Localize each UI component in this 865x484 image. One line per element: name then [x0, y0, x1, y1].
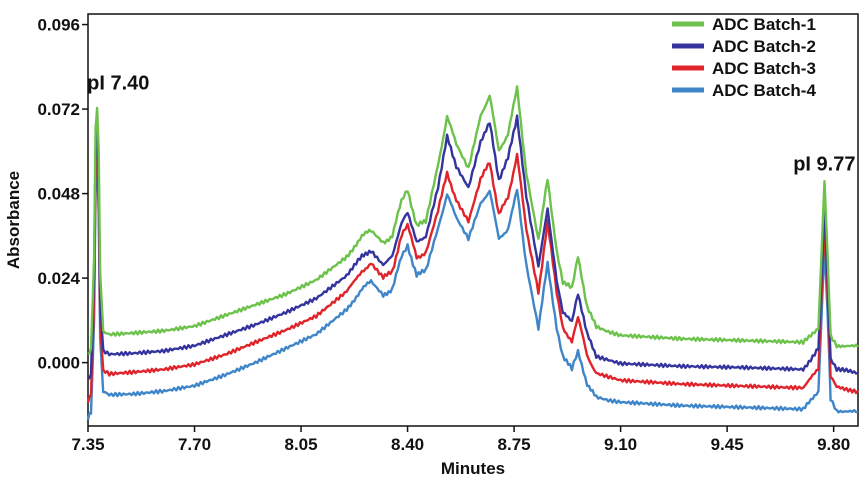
- legend-label: ADC Batch-4: [712, 81, 816, 100]
- series-line-adc-batch-2: [87, 114, 859, 380]
- peak-annotation: pI 9.77: [793, 154, 855, 176]
- legend-label: ADC Batch-3: [712, 59, 816, 78]
- x-tick-label: 8.75: [498, 435, 531, 454]
- series-line-adc-batch-3: [86, 145, 859, 403]
- series-line-adc-batch-1: [87, 85, 859, 356]
- y-tick-label: 0.048: [37, 185, 80, 204]
- y-axis-title: Absorbance: [4, 171, 23, 269]
- y-tick-label: 0.072: [37, 100, 80, 119]
- y-axis: 0.000 0.024 0.048 0.072 0.096: [37, 16, 88, 373]
- x-tick-label: 9.45: [711, 435, 744, 454]
- peak-annotation: pI 7.40: [87, 73, 149, 95]
- x-tick-label: 9.80: [817, 435, 850, 454]
- plot-area: [86, 13, 859, 427]
- legend-label: ADC Batch-1: [712, 15, 816, 34]
- x-tick-label: 8.40: [391, 435, 424, 454]
- x-axis-title: Minutes: [441, 459, 505, 478]
- plot-frame: [87, 13, 859, 427]
- series-layer: [86, 85, 859, 421]
- series-line-adc-batch-4: [86, 163, 859, 421]
- y-tick-label: 0.024: [37, 269, 80, 288]
- x-tick-label: 8.05: [284, 435, 317, 454]
- legend: ADC Batch-1 ADC Batch-2 ADC Batch-3 ADC Bat…: [672, 15, 816, 100]
- x-tick-label: 7.70: [178, 435, 211, 454]
- y-tick-label: 0.096: [37, 16, 80, 35]
- x-tick-label: 9.10: [604, 435, 637, 454]
- x-axis: 7.35 7.70 8.05 8.40 8.75 9.10 9.45 9.80: [71, 426, 850, 454]
- x-tick-label: 7.35: [71, 435, 104, 454]
- annotations: pI 7.40 pI 9.77: [87, 73, 855, 176]
- y-tick-label: 0.000: [37, 354, 80, 373]
- legend-label: ADC Batch-2: [712, 37, 816, 56]
